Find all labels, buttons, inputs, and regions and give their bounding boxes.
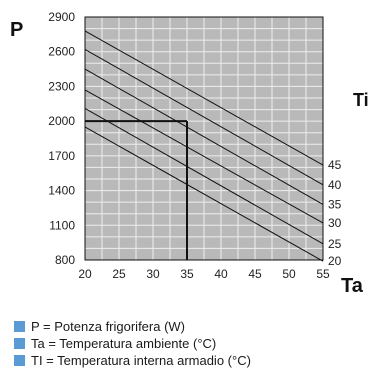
series-line-45 — [84, 30, 324, 166]
plot-border — [84, 16, 324, 261]
x-tick-label: 35 — [180, 267, 194, 281]
legend-text: TI = Temperatura interna armadio (°C) — [31, 353, 251, 368]
y-tick-label: 2900 — [48, 10, 75, 24]
x-tick-label: 25 — [112, 267, 126, 281]
legend: P = Potenza frigorifera (W) Ta = Tempera… — [14, 318, 251, 369]
series-line-40 — [84, 48, 324, 186]
series-line-30 — [84, 89, 324, 224]
y-axis-letter: P — [10, 19, 23, 41]
series-labels: 45 40 35 30 25 20 — [328, 158, 342, 268]
series-label-25: 25 — [328, 237, 342, 251]
x-tick-label: 55 — [316, 267, 330, 281]
series-label-45: 45 — [328, 158, 342, 172]
series-group-label: Ti — [353, 90, 369, 110]
x-tick-label: 30 — [146, 267, 160, 281]
y-tick-label: 1400 — [48, 184, 75, 198]
y-tick-label: 1700 — [48, 149, 75, 163]
y-tick-label: 800 — [55, 253, 75, 267]
grid — [85, 17, 323, 260]
series-line-25 — [84, 107, 324, 245]
legend-text: P = Potenza frigorifera (W) — [31, 319, 186, 334]
x-tick-labels: 20 25 30 35 40 45 50 55 — [78, 267, 330, 281]
y-tick-label: 2300 — [48, 79, 75, 93]
legend-item: P = Potenza frigorifera (W) — [14, 318, 251, 335]
x-tick-label: 20 — [78, 267, 92, 281]
y-tick-label: 2600 — [48, 45, 75, 59]
x-tick-label: 40 — [214, 267, 228, 281]
series-line-20 — [84, 126, 324, 262]
x-tick-label: 50 — [282, 267, 296, 281]
series-label-40: 40 — [328, 178, 342, 192]
y-tick-labels: 800 1100 1400 1700 2000 2300 2600 2900 — [48, 10, 75, 267]
x-tick-label: 45 — [248, 267, 262, 281]
series-line-35 — [84, 68, 324, 205]
x-axis-letter: Ta — [341, 275, 364, 297]
legend-swatch — [14, 321, 25, 332]
series-label-20: 20 — [328, 254, 342, 268]
legend-swatch — [14, 355, 25, 366]
chart: 800 1100 1400 1700 2000 2300 2600 2900 20 25 30 35… — [10, 10, 369, 297]
series-label-35: 35 — [328, 197, 342, 211]
y-tick-label: 2000 — [48, 114, 75, 128]
series-lines — [84, 30, 324, 262]
legend-text: Ta = Temperatura ambiente (°C) — [31, 336, 217, 351]
legend-item: Ta = Temperatura ambiente (°C) — [14, 335, 251, 352]
legend-item: TI = Temperatura interna armadio (°C) — [14, 352, 251, 369]
y-tick-label: 1100 — [49, 218, 75, 232]
reference-lines — [85, 120, 188, 260]
series-label-30: 30 — [328, 216, 342, 230]
legend-swatch — [14, 338, 25, 349]
